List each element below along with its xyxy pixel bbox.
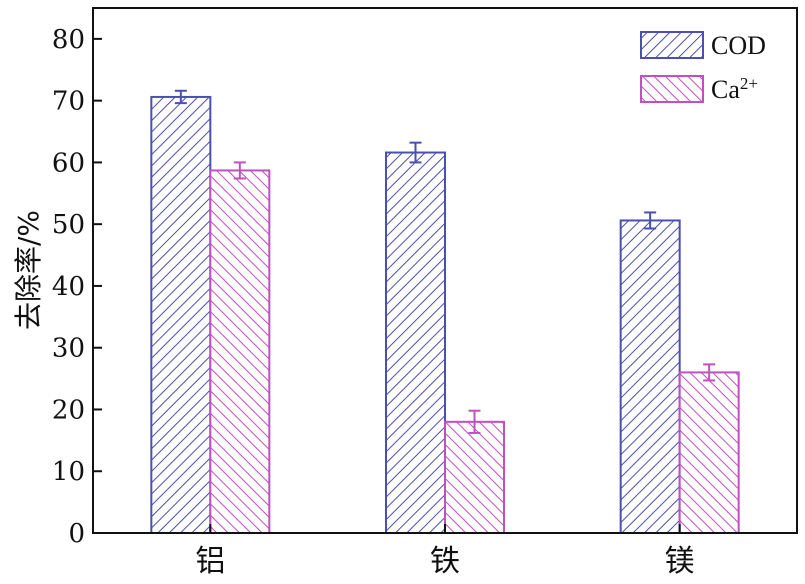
y-tick-label: 80: [52, 25, 85, 55]
plot-frame: [92, 7, 798, 534]
y-axis: 0 10 20 30 40 50 60 70 80: [52, 25, 102, 549]
legend-swatch-ca: [640, 75, 704, 103]
bar-cod-2: [385, 151, 446, 534]
y-tick-label: 50: [52, 210, 85, 240]
x-category-label: 铝: [195, 544, 225, 579]
legend-swatch-cod: [640, 31, 704, 59]
x-axis: 铝铁镁: [195, 524, 695, 579]
x-category-label: 铁: [430, 544, 460, 579]
y-tick-label: 10: [52, 457, 85, 487]
x-category-label: 镁: [665, 544, 695, 579]
y-tick-label: 60: [52, 148, 85, 178]
bar-ca-2: [444, 420, 505, 534]
y-tick-label: 40: [52, 272, 85, 302]
bar-ca-1: [209, 169, 271, 535]
bar-cod-1: [150, 95, 212, 535]
bar-ca-3: [678, 371, 740, 535]
y-tick-label: 30: [52, 334, 85, 364]
legend: COD Ca2+: [640, 31, 766, 105]
legend-label-cod: COD: [711, 31, 766, 60]
y-tick-label: 70: [52, 87, 85, 117]
y-tick-label: 20: [52, 395, 85, 425]
bars-group: [150, 95, 740, 535]
bar-cod-3: [619, 219, 681, 534]
error-bars-group: [174, 89, 716, 434]
y-axis-title: 去除率/%: [12, 210, 45, 330]
legend-label-ca: Ca2+: [711, 74, 758, 105]
y-tick-label: 0: [68, 519, 85, 549]
